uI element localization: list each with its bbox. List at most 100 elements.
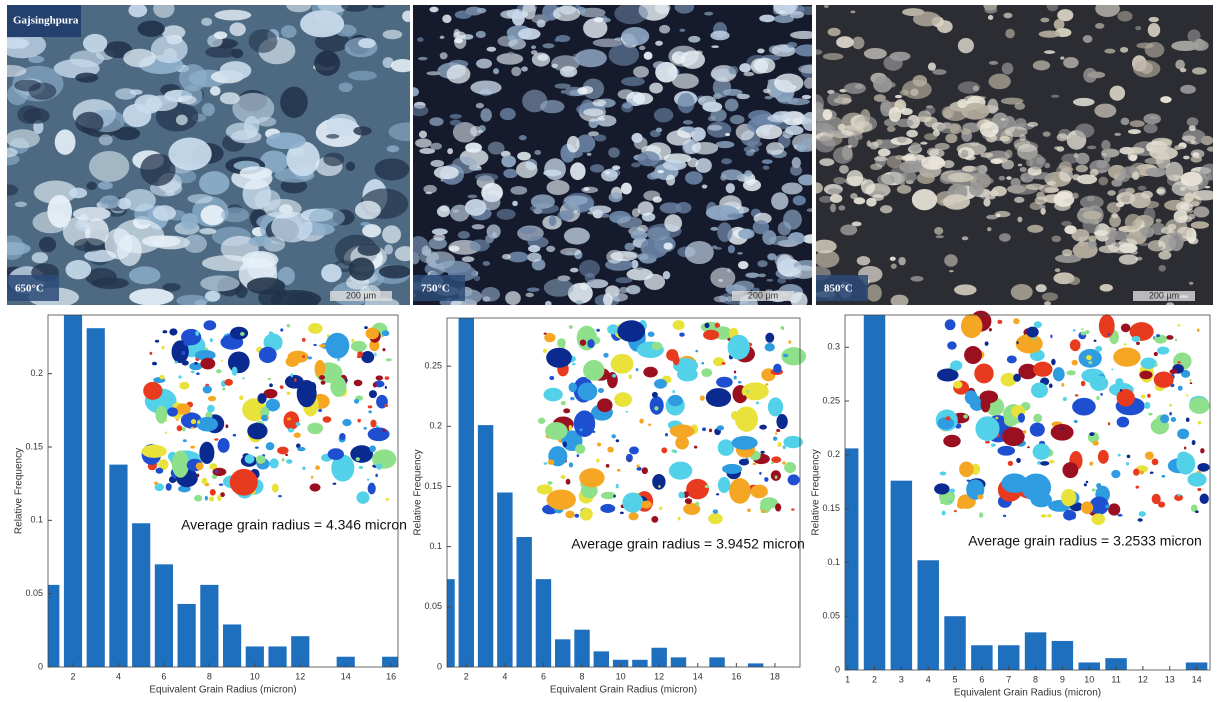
grain — [570, 162, 586, 180]
grain — [349, 257, 375, 280]
grain — [229, 22, 245, 36]
grain — [242, 251, 279, 269]
grain — [949, 270, 953, 272]
bar — [632, 660, 647, 667]
grain — [358, 243, 381, 256]
grain — [833, 177, 845, 184]
segmented-grain — [1041, 514, 1047, 518]
grain — [440, 52, 448, 59]
segmented-grain — [240, 332, 245, 336]
segmented-grain — [654, 379, 667, 389]
grain — [1083, 35, 1093, 43]
grain — [666, 174, 675, 185]
segmented-grain — [626, 411, 628, 413]
grain — [1108, 242, 1136, 254]
segmented-grain — [641, 501, 652, 509]
grain — [1188, 214, 1195, 220]
grain — [220, 61, 252, 80]
grain — [89, 151, 129, 182]
grain — [561, 90, 565, 94]
segmented-grain — [721, 362, 725, 365]
segmented-grain — [203, 386, 212, 394]
segmented-grain — [247, 423, 267, 440]
segmented-grain — [277, 447, 288, 455]
grain — [618, 89, 635, 99]
grain — [950, 123, 962, 134]
grain — [1077, 174, 1097, 184]
segmented-grain — [1072, 360, 1078, 366]
annotation: Average grain radius = 4.346 micron — [181, 517, 407, 533]
grain — [1166, 302, 1174, 306]
segmented-grain — [668, 395, 683, 407]
grain — [653, 196, 662, 202]
segmented-grain — [1152, 458, 1159, 465]
grain — [708, 125, 723, 131]
segmented-grain — [1050, 335, 1052, 338]
grain — [791, 265, 816, 279]
grain — [575, 300, 583, 305]
segmented-grain — [210, 489, 216, 496]
x-tick-label: 13 — [1165, 674, 1175, 684]
grain — [300, 10, 344, 37]
bar — [268, 646, 286, 667]
grain — [1044, 50, 1055, 54]
grain — [470, 81, 501, 95]
grain — [836, 36, 854, 48]
x-tick-label: 2 — [872, 674, 877, 684]
x-tick-label: 12 — [295, 671, 305, 681]
segmented-grain — [155, 406, 167, 424]
grain — [857, 256, 871, 265]
grain — [609, 192, 623, 202]
segmented-grain — [294, 378, 296, 382]
grain — [744, 170, 752, 177]
grain — [449, 246, 460, 252]
y-tick-label: 0.15 — [822, 503, 840, 513]
grain — [766, 279, 773, 282]
segmented-grain — [1051, 424, 1074, 441]
grain — [503, 169, 517, 178]
segmented-grain — [1002, 427, 1025, 446]
bar — [459, 318, 474, 667]
grain — [549, 216, 557, 226]
grain — [508, 39, 526, 50]
segmented-grain — [207, 405, 215, 413]
grain — [633, 93, 653, 105]
segmented-grain — [224, 379, 233, 386]
segmented-grain — [287, 392, 291, 395]
segmented-grain — [1158, 501, 1165, 507]
grain — [526, 293, 534, 298]
grain — [726, 183, 735, 193]
segmented-grain — [1089, 462, 1093, 466]
grain — [455, 11, 472, 19]
segmented-grain — [1098, 450, 1109, 464]
segmented-grain — [1061, 489, 1077, 506]
segmented-grain — [368, 483, 376, 495]
segmented-grain — [985, 341, 989, 346]
segmented-grain — [728, 335, 750, 360]
segmented-grain — [776, 414, 787, 429]
grain — [716, 141, 735, 148]
grain — [725, 99, 739, 112]
segmented-grain — [1197, 488, 1201, 491]
segmented-grain — [1084, 483, 1087, 486]
segmented-grain — [1096, 396, 1099, 400]
grain — [1144, 123, 1158, 133]
segmented-grain — [695, 350, 698, 352]
segmented-grain — [1178, 494, 1181, 497]
grain — [419, 131, 427, 138]
grain — [827, 93, 843, 106]
grain — [653, 61, 667, 69]
grain — [878, 149, 891, 157]
x-tick-label: 2 — [70, 671, 75, 681]
segmented-grain — [255, 446, 259, 448]
segmented-grain — [266, 442, 275, 450]
segmented-grain — [221, 360, 223, 362]
segmented-grain — [1139, 511, 1146, 516]
segmented-grain — [940, 501, 944, 504]
grain — [55, 129, 76, 154]
grain — [675, 0, 695, 14]
segmented-grain — [938, 417, 955, 429]
grain — [358, 38, 376, 48]
grain — [934, 227, 943, 235]
segmented-grain — [259, 347, 277, 363]
